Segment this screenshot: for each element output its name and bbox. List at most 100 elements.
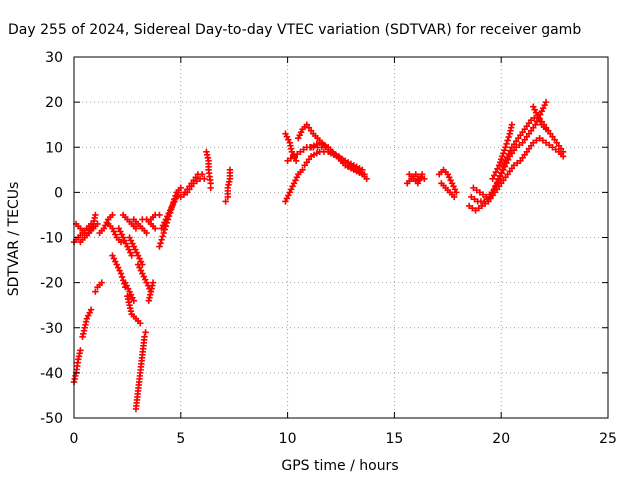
data-point <box>552 146 559 153</box>
data-point <box>495 162 503 169</box>
y-tick-label: -50 <box>40 411 63 427</box>
y-tick-label: 10 <box>45 140 63 156</box>
data-point <box>156 243 163 250</box>
data-point <box>486 191 493 198</box>
data-point <box>478 202 486 210</box>
y-axis-label: SDTVAR / TECUs <box>6 182 22 297</box>
data-point <box>300 146 307 153</box>
data-point <box>158 236 165 243</box>
y-tick-label: -40 <box>40 366 63 382</box>
x-tick-label: 10 <box>279 431 297 447</box>
data-point <box>504 137 511 144</box>
data-point <box>546 141 553 149</box>
data-point <box>92 211 99 219</box>
data-point <box>491 185 498 193</box>
data-point <box>198 171 206 178</box>
data-point <box>530 139 537 146</box>
data-point <box>363 175 370 183</box>
data-point <box>284 157 291 164</box>
data-point <box>498 169 505 177</box>
data-point <box>290 153 298 160</box>
data-point <box>496 172 504 180</box>
data-point <box>502 157 509 164</box>
data-point <box>130 297 138 304</box>
data-point <box>492 168 500 176</box>
data-point <box>468 193 475 201</box>
data-point <box>472 207 479 214</box>
data-point <box>500 150 507 157</box>
data-point <box>299 166 306 174</box>
data-point <box>177 184 184 192</box>
data-point <box>287 155 295 162</box>
data-point <box>292 157 300 164</box>
data-point <box>159 233 166 240</box>
data-point <box>507 147 514 154</box>
data-point <box>496 159 504 166</box>
data-point <box>149 279 157 286</box>
data-point <box>494 179 501 186</box>
data-point <box>117 270 125 277</box>
data-point <box>359 166 366 174</box>
data-point <box>207 184 214 192</box>
data-point <box>494 165 501 172</box>
data-point <box>175 189 182 196</box>
data-point <box>495 175 503 183</box>
x-axis-label: GPS time / hours <box>281 458 398 474</box>
data-point <box>489 189 496 196</box>
data-point <box>226 166 234 174</box>
data-point <box>559 148 567 155</box>
data-point <box>502 144 509 151</box>
x-tick-label: 0 <box>70 431 79 447</box>
data-point <box>533 137 540 144</box>
data-point <box>117 238 125 246</box>
data-point <box>499 166 506 174</box>
data-point <box>508 121 516 128</box>
data-point <box>476 189 484 196</box>
data-point <box>505 150 512 158</box>
y-tick-label: -10 <box>40 231 63 247</box>
data-point <box>297 148 304 155</box>
axis-ticks <box>73 56 609 419</box>
data-point <box>465 202 473 210</box>
data-point <box>141 333 148 340</box>
data-point <box>503 154 511 161</box>
data-point <box>480 198 488 205</box>
data-points <box>70 98 567 413</box>
data-point <box>542 126 550 133</box>
data-point <box>118 273 126 281</box>
data-point <box>294 150 301 158</box>
data-point <box>177 193 184 201</box>
y-tick-label: 20 <box>45 95 63 111</box>
data-point <box>222 198 229 205</box>
data-point <box>510 162 518 169</box>
data-point <box>542 98 550 106</box>
data-point <box>451 193 458 201</box>
data-point <box>479 191 487 198</box>
data-point <box>483 193 490 201</box>
data-point <box>539 137 547 144</box>
data-point <box>142 329 149 336</box>
data-point <box>499 153 506 160</box>
data-point <box>505 133 512 141</box>
data-point <box>500 163 507 171</box>
data-point <box>132 225 140 232</box>
data-point <box>501 147 508 154</box>
data-point <box>542 139 550 146</box>
data-point <box>514 159 521 167</box>
data-point <box>471 195 478 203</box>
data-point <box>491 172 498 179</box>
x-tick-label: 25 <box>599 431 617 447</box>
data-point <box>161 226 168 233</box>
data-point <box>157 239 164 247</box>
data-point <box>536 135 543 142</box>
data-point <box>516 141 523 149</box>
data-point <box>143 229 150 237</box>
data-point <box>128 252 135 259</box>
data-point <box>489 175 496 183</box>
data-point <box>418 171 426 178</box>
data-point <box>421 175 428 183</box>
data-point <box>469 204 476 212</box>
y-tick-label: -20 <box>40 276 63 292</box>
